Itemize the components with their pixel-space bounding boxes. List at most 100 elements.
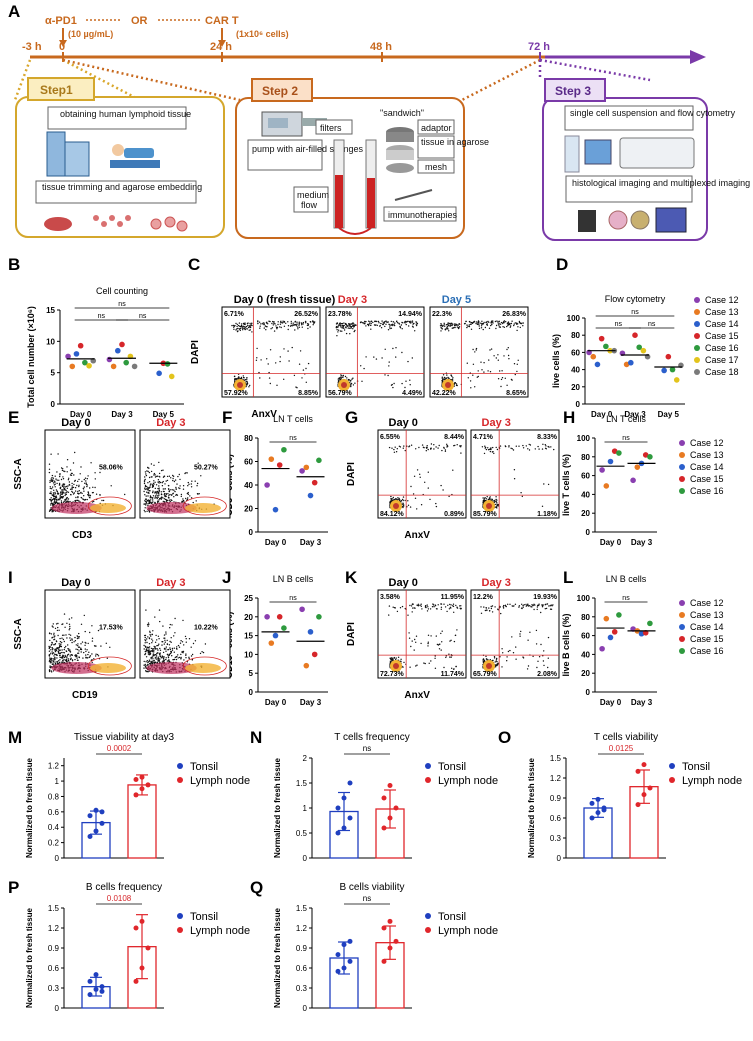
I0-event-dot <box>53 653 56 655</box>
C2-event-dot <box>501 370 503 372</box>
C1-event-dot <box>354 382 356 384</box>
G0-event-dot <box>437 447 439 449</box>
I1-event-dot <box>146 660 148 662</box>
legend-d-label: Case 13 <box>705 307 739 317</box>
E0-event-dot <box>51 477 53 479</box>
E0-event-dot <box>58 484 61 486</box>
K1-q-ul: 12.2% <box>473 594 494 601</box>
I0-event-dot <box>97 655 100 657</box>
K0-event-dot <box>449 606 451 608</box>
B-point <box>106 356 113 363</box>
K1-event-dot <box>522 657 525 659</box>
C2-event-dot <box>478 327 481 330</box>
C1-event-dot <box>384 348 386 350</box>
panel-letter-e: E <box>8 408 20 427</box>
E0-event-dot <box>54 500 56 502</box>
K0-event-dot <box>427 645 429 647</box>
C2-event-dot <box>514 373 516 376</box>
I0-event-dot <box>65 650 67 652</box>
E1-event-dot <box>192 501 194 504</box>
I1-event-dot <box>149 634 151 636</box>
E0-event-dot <box>69 500 71 503</box>
G0-event-dot <box>442 489 444 491</box>
I0-event-dot <box>50 652 52 654</box>
E1-event-dot <box>144 476 146 478</box>
panel-letter-i: I <box>8 568 13 587</box>
K-ylabel: DAPI <box>346 622 357 646</box>
C1-event-dot <box>342 324 344 327</box>
Q-ytick-label: 0.6 <box>296 964 308 973</box>
L-xtick-label: Day 3 <box>631 698 653 707</box>
E0-event-dot <box>51 511 53 513</box>
C0-event-dot <box>277 321 279 323</box>
C1-event-dot <box>370 324 372 327</box>
C1-event-dot <box>405 321 407 323</box>
E0-event-dot <box>62 489 64 491</box>
I0-event-dot <box>88 651 90 653</box>
C2-event-dot <box>480 327 483 329</box>
I0-event-dot <box>50 633 53 635</box>
I1-density-hot <box>185 663 221 673</box>
C2-event-dot <box>516 329 518 332</box>
C0-event-dot <box>307 362 310 365</box>
E1-event-dot <box>172 477 174 480</box>
E0-event-dot <box>50 491 52 493</box>
C2-event-dot <box>517 326 519 328</box>
C2-event-dot <box>447 323 449 325</box>
E0-event-dot <box>70 474 73 476</box>
C2-event-dot <box>458 327 460 329</box>
C2-event-dot <box>440 323 442 325</box>
I1-event-dot <box>145 656 148 658</box>
I1-event-dot <box>147 651 149 653</box>
C0-event-dot <box>307 323 310 325</box>
C2-event-dot <box>502 322 504 325</box>
C2-event-dot <box>477 375 479 378</box>
K0-q-ur: 11.95% <box>441 594 465 601</box>
C2-event-dot <box>513 323 515 325</box>
I1-event-dot <box>163 659 165 662</box>
C1-event-dot <box>341 323 344 325</box>
K0-event-dot <box>400 658 402 660</box>
C2-title: Day 5 <box>442 294 471 306</box>
C2-event-dot <box>451 324 453 327</box>
imaging-system-icon <box>655 207 687 233</box>
C1-event-dot <box>393 324 396 327</box>
C1-event-dot <box>376 320 378 323</box>
C1-event-dot <box>369 321 371 323</box>
E0-event-dot <box>72 486 75 489</box>
I1-event-dot <box>154 661 156 663</box>
K0-event-dot <box>424 662 426 665</box>
Q-point <box>347 938 353 944</box>
or-label: OR <box>131 15 148 27</box>
C0-event-dot <box>241 325 243 327</box>
K0-event-dot <box>449 640 451 642</box>
G1-event-dot <box>544 444 546 446</box>
K1-event-dot <box>552 604 554 606</box>
G0-event-dot <box>403 445 405 447</box>
legend-h-label: Case 14 <box>690 462 724 472</box>
K1-q-ur: 19.93% <box>533 594 558 601</box>
Q-pvalue: ns <box>363 894 371 903</box>
K1-event-dot <box>533 608 535 611</box>
P-point <box>145 945 151 951</box>
I1-event-dot <box>155 656 157 658</box>
C1-event-dot <box>339 376 342 378</box>
E0-event-dot <box>76 499 79 502</box>
E1-event-dot <box>175 486 177 489</box>
E1-event-dot <box>152 499 154 501</box>
C1-event-dot <box>348 323 350 325</box>
E1-event-dot <box>164 488 166 490</box>
apd1-dose: (10 µg/mL) <box>68 29 113 39</box>
G0-event-dot <box>402 447 404 449</box>
E0-event-dot <box>62 468 64 470</box>
C1-event-dot <box>375 358 378 360</box>
E0-event-dot <box>67 491 70 493</box>
I1-event-dot <box>170 641 172 643</box>
panel-a-schematic: -3 h 0 24 h 48 h 72 h α-PD1 (10 µg/mL) O… <box>13 15 750 241</box>
E1-event-dot <box>167 493 169 495</box>
G1-event-dot <box>489 448 491 451</box>
I0-event-dot <box>52 626 54 628</box>
C2-event-dot <box>514 322 516 324</box>
C1-event-dot <box>344 375 347 378</box>
E1-event-dot <box>162 480 164 483</box>
